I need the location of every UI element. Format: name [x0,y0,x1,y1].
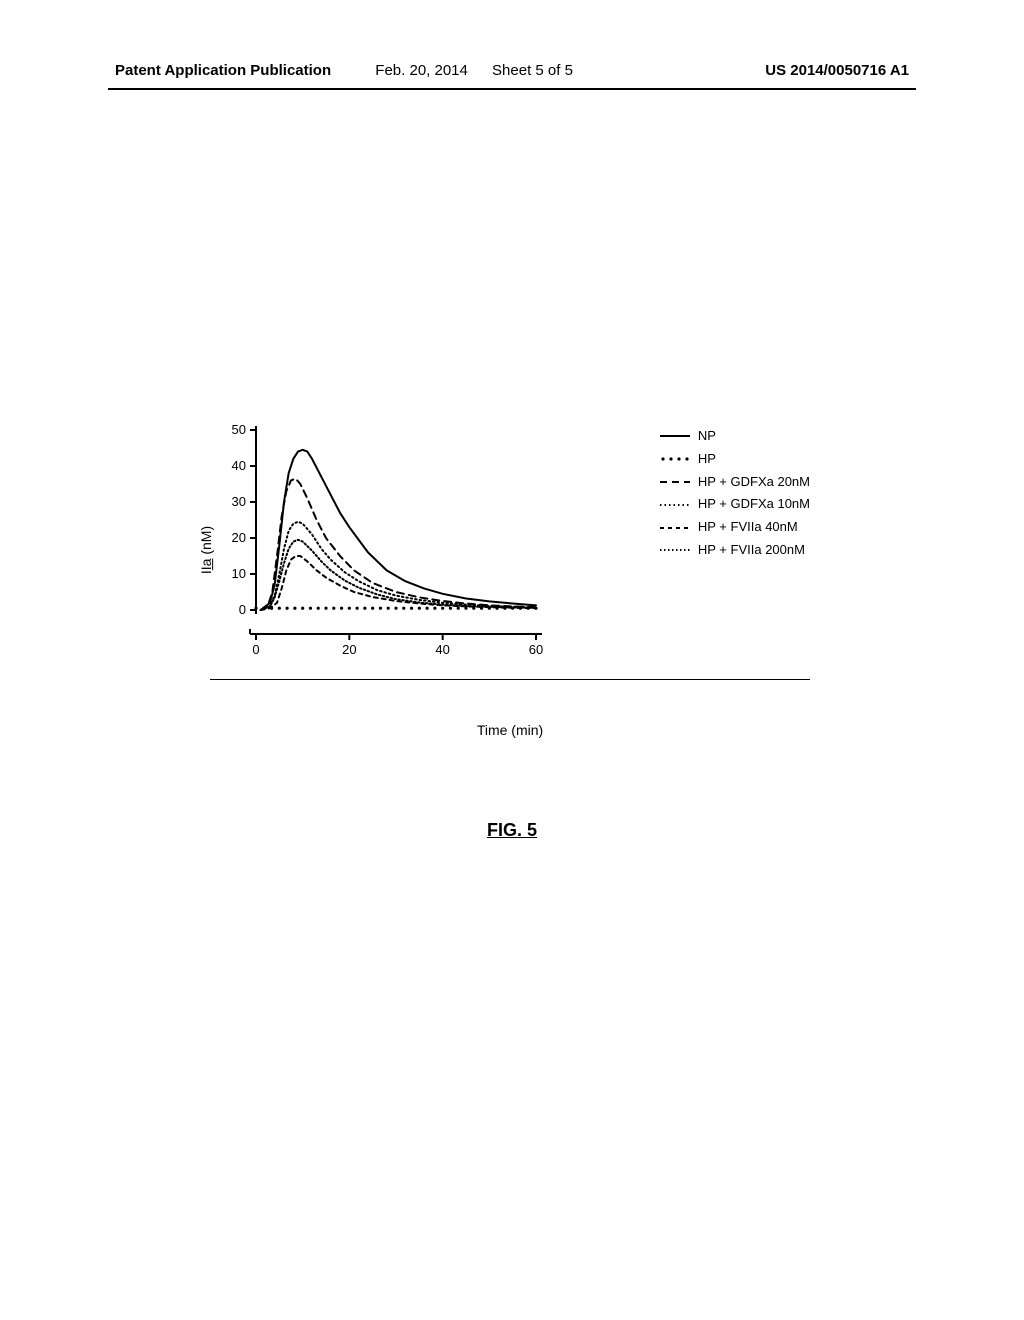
publication-label: Patent Application Publication [115,62,331,79]
svg-text:60: 60 [529,642,543,657]
svg-text:40: 40 [232,458,246,473]
x-axis-label: Time (min) [210,722,810,738]
legend-row: HP + FVIIa 40nM [658,517,810,538]
figure-label: FIG. 5 [0,820,1024,841]
legend-label: HP [698,449,716,470]
chart-legend: NPHPHP + GDFXa 20nMHP + GDFXa 10nMHP + F… [658,426,810,563]
legend-label: HP + GDFXa 10nM [698,494,810,515]
legend-swatch [658,452,692,466]
legend-label: NP [698,426,716,447]
legend-row: HP + GDFXa 10nM [658,494,810,515]
legend-label: HP + FVIIa 40nM [698,517,798,538]
legend-swatch [658,543,692,557]
legend-row: HP [658,449,810,470]
header-left: Patent Application Publication Feb. 20, … [115,62,573,79]
header-rule [108,88,916,90]
ylabel-underlined: Ia [198,558,214,570]
svg-text:20: 20 [342,642,356,657]
svg-text:30: 30 [232,494,246,509]
publication-number: US 2014/0050716 A1 [765,62,909,79]
svg-text:10: 10 [232,566,246,581]
legend-row: HP + GDFXa 20nM [658,472,810,493]
legend-swatch [658,521,692,535]
y-axis-label: IIa (nM) [198,525,214,573]
legend-row: HP + FVIIa 200nM [658,540,810,561]
svg-text:0: 0 [252,642,259,657]
chart-box: IIa (nM) 010203040500204060 NPHPHP + GDF… [210,420,810,680]
ylabel-suffix: (nM) [198,525,214,558]
legend-label: HP + FVIIa 200nM [698,540,805,561]
publication-date: Feb. 20, 2014 [375,62,468,79]
legend-swatch [658,475,692,489]
legend-swatch [658,429,692,443]
svg-text:0: 0 [239,602,246,617]
svg-text:50: 50 [232,422,246,437]
legend-row: NP [658,426,810,447]
legend-label: HP + GDFXa 20nM [698,472,810,493]
figure-container: IIa (nM) 010203040500204060 NPHPHP + GDF… [210,420,810,738]
svg-text:20: 20 [232,530,246,545]
svg-text:40: 40 [435,642,449,657]
legend-swatch [658,498,692,512]
ylabel-prefix: I [198,570,214,574]
page-header: Patent Application Publication Feb. 20, … [0,62,1024,79]
sheet-number: Sheet 5 of 5 [492,62,573,79]
